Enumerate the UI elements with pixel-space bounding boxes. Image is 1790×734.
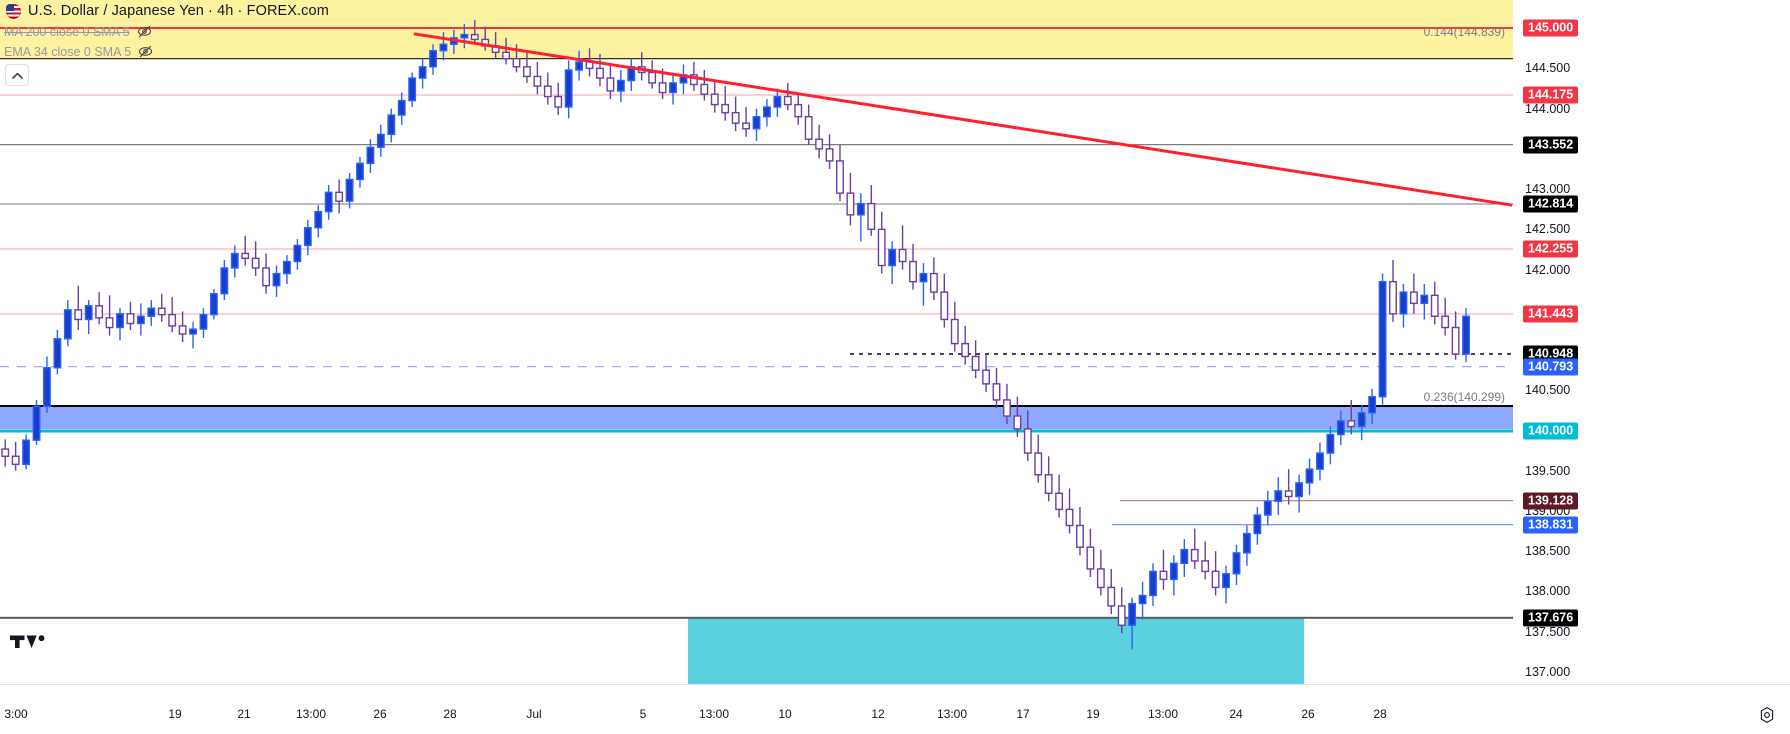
time-tick: 26 — [1301, 707, 1315, 721]
tradingview-logo[interactable] — [10, 629, 46, 651]
tag-144175[interactable]: 144.175 — [1523, 86, 1579, 104]
downtrend-line[interactable] — [0, 0, 1513, 684]
blue-demand-zone — [0, 406, 1513, 429]
price-tick: 139.500 — [1525, 463, 1571, 478]
price-tick: 142.000 — [1525, 262, 1571, 277]
price-tick: 140.500 — [1525, 383, 1571, 398]
level-142814[interactable] — [0, 203, 1513, 205]
price-tick: 144.000 — [1525, 101, 1571, 116]
indicator-legend-ma200[interactable]: MA 200 close 0 SMA 5 — [4, 24, 152, 39]
time-tick: 21 — [237, 707, 251, 721]
tag-145000[interactable]: 145.000 — [1523, 19, 1579, 37]
level-140793[interactable] — [0, 365, 1513, 368]
indicator-legend-ema34[interactable]: EMA 34 close 0 SMA 5 — [4, 44, 153, 59]
indicator-legend-ma200-label: MA 200 close 0 SMA 5 — [4, 24, 130, 39]
price-axis[interactable]: 145.000 144.500 144.000 143.000 142.500 142.0… — [1513, 0, 1790, 684]
time-tick: 3:00 — [4, 707, 28, 721]
price-tick: 144.500 — [1525, 61, 1571, 76]
tag-140793[interactable]: 140.793 — [1523, 358, 1579, 376]
time-tick: 26 — [373, 707, 387, 721]
time-tick: 5 — [639, 707, 647, 721]
cyan-box-zone — [688, 617, 1305, 684]
tag-142255[interactable]: 142.255 — [1523, 240, 1579, 258]
level-138831[interactable] — [1112, 523, 1513, 526]
indicator-legend-ema34-label: EMA 34 close 0 SMA 5 — [4, 44, 132, 59]
symbol-title[interactable]: U.S. Dollar / Japanese Yen · 4h · FOREX.… — [28, 3, 329, 19]
price-plot-area[interactable]: 0.144(144.839) 0.236(140.299) — [0, 0, 1513, 684]
tag-141443[interactable]: 141.443 — [1523, 305, 1579, 323]
level-142255[interactable] — [0, 248, 1513, 250]
time-axis[interactable]: 3:00 19 21 13:00 26 28 Jul 5 13:00 10 12 13:00 17 19 1… — [0, 684, 1790, 734]
price-tick: 142.500 — [1525, 222, 1571, 237]
time-tick: 19 — [1086, 707, 1100, 721]
time-tick: 19 — [168, 707, 182, 721]
level-143552[interactable] — [0, 143, 1513, 146]
level-139128[interactable] — [1119, 499, 1513, 502]
time-tick: 28 — [1373, 707, 1387, 721]
clock-icon[interactable] — [1758, 706, 1776, 724]
time-tick: 13:00 — [295, 707, 327, 721]
tag-140000[interactable]: 140.000 — [1523, 422, 1579, 440]
price-tick: 138.500 — [1525, 544, 1571, 559]
time-tick: 13:00 — [936, 707, 968, 721]
time-tick: 24 — [1229, 707, 1243, 721]
tag-137676[interactable]: 137.676 — [1523, 609, 1579, 627]
time-tick: 13:00 — [698, 707, 730, 721]
chevron-up-icon[interactable] — [5, 64, 29, 86]
price-tick: 137.000 — [1525, 664, 1571, 679]
tag-143552[interactable]: 143.552 — [1523, 136, 1579, 154]
tag-139128[interactable]: 139.128 — [1523, 492, 1579, 510]
price-tick: 143.000 — [1525, 182, 1571, 197]
time-tick: 10 — [778, 707, 792, 721]
eye-off-icon[interactable] — [137, 24, 152, 39]
level-140000[interactable] — [0, 429, 1513, 433]
level-140299[interactable] — [0, 405, 1513, 408]
time-tick: 28 — [443, 707, 457, 721]
tag-142814[interactable]: 142.814 — [1523, 195, 1579, 213]
level-137676[interactable] — [0, 616, 1513, 619]
time-tick: 12 — [871, 707, 885, 721]
time-tick: 13:00 — [1147, 707, 1179, 721]
candlestick-series — [1, 20, 1470, 650]
level-145000[interactable] — [0, 27, 1513, 30]
us-flag-icon — [6, 3, 21, 19]
eye-off-icon[interactable] — [138, 44, 153, 59]
price-tick: 138.000 — [1525, 584, 1571, 599]
level-14462[interactable] — [0, 57, 1513, 60]
level-141443[interactable] — [0, 313, 1513, 315]
tag-138831[interactable]: 138.831 — [1523, 516, 1579, 534]
level-140948[interactable] — [850, 353, 1513, 356]
yellow-supply-zone — [0, 0, 1513, 59]
symbol-bar: U.S. Dollar / Japanese Yen · 4h · FOREX.… — [0, 0, 329, 22]
fib-0144: 0.144(144.839) — [1423, 25, 1505, 40]
time-tick: 17 — [1016, 707, 1030, 721]
level-144175[interactable] — [0, 94, 1513, 96]
time-tick: Jul — [526, 707, 542, 721]
fib-0236: 0.236(140.299) — [1423, 390, 1505, 405]
price-tick: 137.500 — [1525, 624, 1571, 639]
